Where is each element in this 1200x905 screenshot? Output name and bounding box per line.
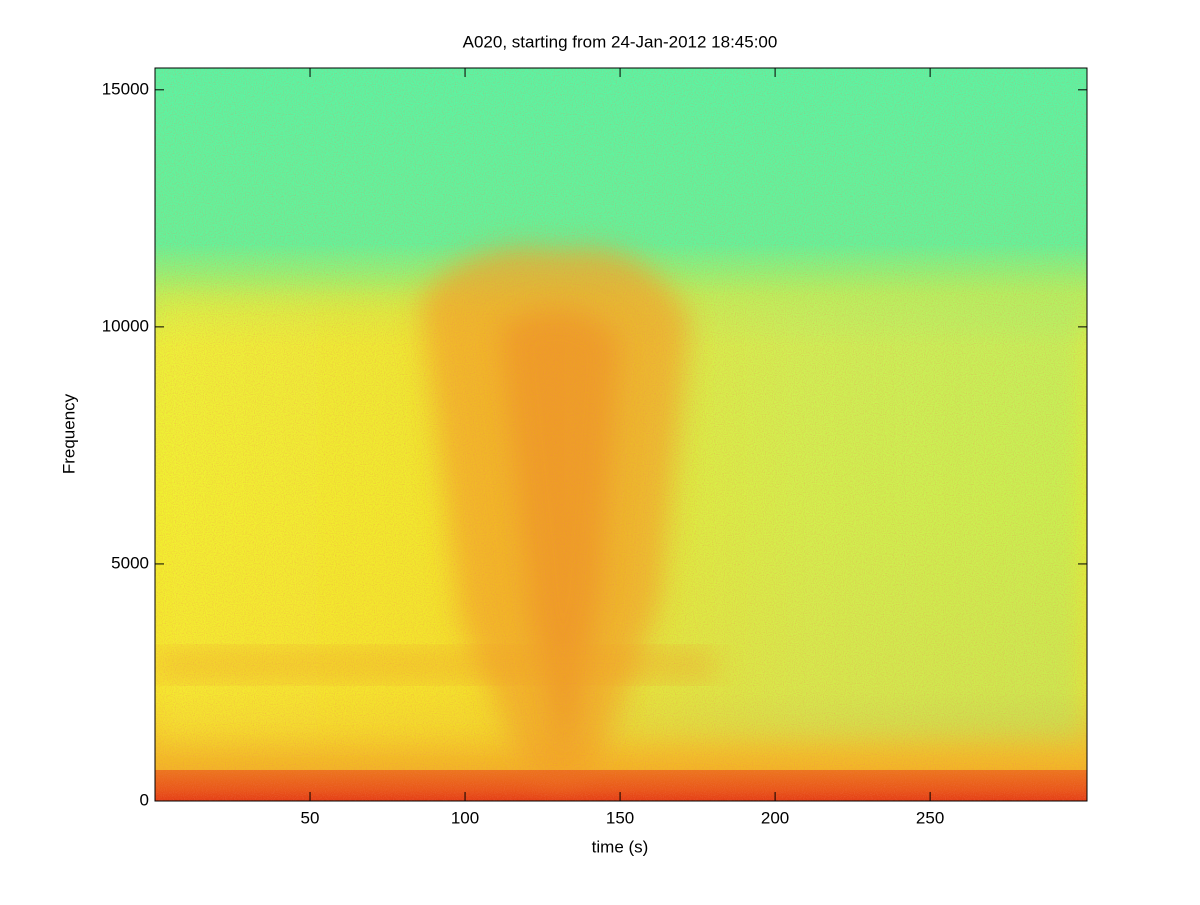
- spectrogram-image: [155, 68, 1087, 801]
- x-tick-label: 200: [761, 808, 789, 827]
- y-tick-label: 15000: [102, 79, 149, 98]
- y-tick-label: 0: [140, 790, 149, 809]
- y-tick-label: 10000: [102, 316, 149, 335]
- y-axis-label: Frequency: [59, 393, 78, 474]
- plot-frame: [154, 67, 1088, 802]
- x-tick-label: 50: [301, 808, 320, 827]
- x-tick-label: 100: [451, 808, 479, 827]
- y-tick-label: 5000: [111, 553, 149, 572]
- x-tick-label: 250: [916, 808, 944, 827]
- x-axis-label: time (s): [592, 837, 649, 856]
- chart-title: A020, starting from 24-Jan-2012 18:45:00: [463, 32, 778, 51]
- x-tick-label: 150: [606, 808, 634, 827]
